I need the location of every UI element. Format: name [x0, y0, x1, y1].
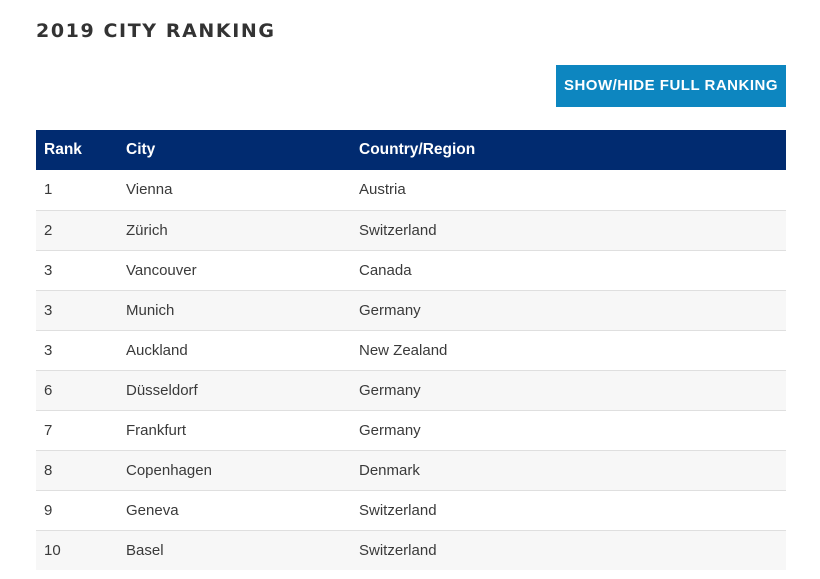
city-cell: Vienna: [126, 181, 173, 199]
city-cell: Düsseldorf: [126, 381, 198, 399]
rank-cell: 3: [44, 301, 53, 319]
country-cell: Canada: [359, 261, 412, 279]
rank-cell: 3: [44, 341, 53, 359]
city-cell: Geneva: [126, 501, 179, 519]
table-row: 6 Düsseldorf Germany: [36, 370, 786, 410]
rank-cell: 8: [44, 461, 53, 479]
city-cell: Zürich: [126, 221, 168, 239]
rank-cell: 1: [44, 181, 53, 199]
city-cell: Vancouver: [126, 261, 197, 279]
table-row: 3 Auckland New Zealand: [36, 330, 786, 370]
table-row: 9 Geneva Switzerland: [36, 490, 786, 530]
column-header-country-region: Country/Region: [359, 141, 476, 158]
show-hide-full-ranking-button[interactable]: SHOW/HIDE FULL RANKING: [556, 65, 786, 107]
rank-cell: 2: [44, 221, 53, 239]
table-body: 1 Vienna Austria 2 Zürich Switzerland 3 …: [36, 170, 786, 570]
page-title: 2019 CITY RANKING: [36, 20, 276, 42]
table-row: 10 Basel Switzerland: [36, 530, 786, 570]
rank-cell: 9: [44, 501, 53, 519]
table-header-row: Rank City Country/Region: [36, 130, 786, 170]
city-cell: Frankfurt: [126, 421, 187, 439]
country-cell: Austria: [359, 181, 406, 199]
city-cell: Auckland: [126, 341, 188, 359]
column-header-rank: Rank: [44, 141, 82, 158]
table-row: 8 Copenhagen Denmark: [36, 450, 786, 490]
country-cell: Denmark: [359, 461, 420, 479]
table-row: 2 Zürich Switzerland: [36, 210, 786, 250]
ranking-table: Rank City Country/Region 1 Vienna Austri…: [36, 130, 786, 570]
city-cell: Copenhagen: [126, 461, 212, 479]
country-cell: Germany: [359, 381, 421, 399]
rank-cell: 10: [44, 541, 61, 559]
table-row: 7 Frankfurt Germany: [36, 410, 786, 450]
country-cell: Switzerland: [359, 501, 437, 519]
rank-cell: 3: [44, 261, 53, 279]
country-cell: Germany: [359, 301, 421, 319]
table-row: 3 Vancouver Canada: [36, 250, 786, 290]
city-cell: Munich: [126, 301, 175, 319]
column-header-city: City: [126, 141, 156, 158]
table-row: 1 Vienna Austria: [36, 170, 786, 210]
country-cell: New Zealand: [359, 341, 448, 359]
table-row: 3 Munich Germany: [36, 290, 786, 330]
country-cell: Switzerland: [359, 221, 437, 239]
country-cell: Switzerland: [359, 541, 437, 559]
city-cell: Basel: [126, 541, 164, 559]
country-cell: Germany: [359, 421, 421, 439]
rank-cell: 6: [44, 381, 53, 399]
table-header: Rank City Country/Region: [36, 130, 786, 170]
rank-cell: 7: [44, 421, 53, 439]
